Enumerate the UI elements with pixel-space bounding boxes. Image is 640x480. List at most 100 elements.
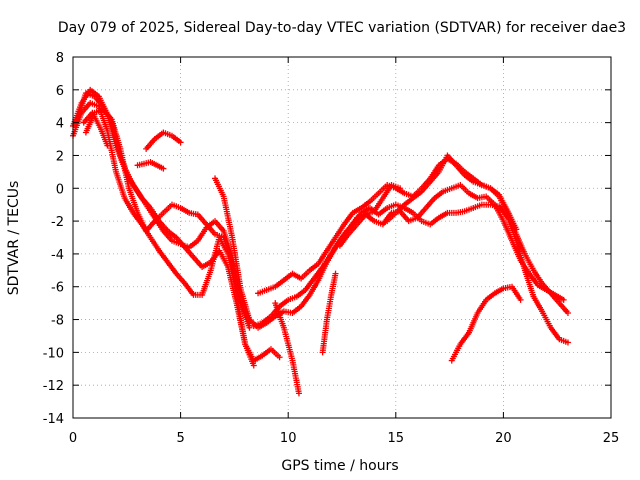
- grid: [73, 57, 611, 418]
- data-point: [177, 139, 184, 146]
- data-point: [332, 270, 339, 277]
- data-point: [104, 142, 111, 149]
- data-point-trail: [329, 239, 342, 255]
- data-point-trail: [386, 202, 397, 211]
- data-point-trail: [312, 265, 325, 280]
- data-point-trail: [390, 182, 401, 191]
- data-point-trail: [346, 216, 359, 231]
- data-point-trail: [325, 236, 338, 252]
- data-point-trail: [113, 170, 127, 200]
- data-point-trail: [476, 193, 487, 201]
- data-point-trail: [229, 236, 244, 291]
- data-point-trail: [104, 130, 119, 173]
- data-point-trail: [502, 284, 513, 291]
- data-point-trail: [373, 218, 384, 227]
- data-point-trail: [273, 302, 287, 329]
- data-point-trail: [459, 183, 471, 195]
- data-point-trail: [161, 229, 174, 243]
- data-point-trail: [214, 232, 225, 240]
- data-point-trail: [377, 183, 389, 195]
- data-point-trail: [256, 320, 268, 330]
- data-point-trail: [342, 211, 355, 226]
- data-point-trail: [171, 238, 182, 247]
- data-point-trail: [153, 211, 165, 223]
- data-point-trail: [514, 233, 528, 255]
- data-point-trail: [196, 226, 209, 242]
- data-point-trail: [398, 209, 411, 223]
- data-point-trail: [536, 283, 548, 292]
- data-point: [560, 296, 567, 303]
- data-point-trail: [196, 213, 208, 226]
- data-point-trail: [90, 111, 103, 131]
- data-point-trail: [149, 160, 165, 171]
- data-point-trail: [307, 279, 321, 297]
- data-point-trail: [165, 260, 179, 275]
- data-point-trail: [183, 246, 196, 259]
- data-series: [82, 106, 253, 331]
- data-point: [564, 309, 571, 316]
- data-point-trail: [403, 196, 415, 207]
- data-point-trail: [148, 236, 161, 252]
- data-point-trail: [166, 229, 178, 240]
- data-point-trail: [549, 326, 562, 341]
- data-point-trail: [308, 262, 320, 272]
- data-point-trail: [454, 163, 467, 177]
- data-point-trail: [135, 190, 148, 206]
- data-series: [272, 300, 302, 397]
- data-point-trail: [442, 186, 453, 194]
- data-point-trail: [170, 134, 182, 144]
- data-point-trail: [360, 205, 372, 215]
- data-series: [448, 283, 524, 364]
- data-point-trail: [299, 269, 311, 280]
- data-point-trail: [291, 304, 303, 315]
- data-point-trail: [527, 272, 540, 287]
- data-series: [336, 181, 404, 249]
- data-point-trail: [518, 259, 531, 275]
- data-point-trail: [213, 177, 226, 198]
- data-point: [517, 296, 524, 303]
- data-point-trail: [75, 92, 89, 121]
- data-point-trail: [238, 289, 252, 321]
- data-point-trail: [281, 326, 295, 362]
- data-point: [564, 339, 571, 346]
- data-point-trail: [109, 118, 123, 150]
- data-point-trail: [484, 291, 497, 302]
- data-point-trail: [171, 202, 182, 211]
- data-point-trail: [252, 320, 264, 329]
- data-point-trail: [493, 286, 505, 296]
- data-point-trail: [117, 148, 132, 190]
- data-point-trail: [472, 202, 483, 211]
- y-axis: -14 -12 -10 -8 -6 -4 -2 0 2 4 6 8: [43, 51, 611, 427]
- data-point-trail: [557, 301, 570, 315]
- data-point-trail: [338, 227, 351, 243]
- data-point-trail: [174, 272, 187, 285]
- data-point-trail: [545, 288, 557, 297]
- x-tick-label: 25: [603, 431, 620, 446]
- data-point-trail: [199, 269, 213, 296]
- data-point-trail: [192, 291, 203, 298]
- data-point-trail: [463, 170, 475, 181]
- data-point-trail: [299, 293, 312, 308]
- data-point-trail: [316, 249, 329, 265]
- data-point-trail: [467, 191, 479, 201]
- data-point-trail: [497, 205, 510, 220]
- y-tick-label: 2: [56, 149, 64, 164]
- data-point-trail: [243, 343, 256, 367]
- data-point-trail: [505, 210, 519, 231]
- data-point-trail: [466, 312, 480, 334]
- data-point: [397, 185, 404, 192]
- y-tick-label: 6: [56, 84, 64, 99]
- data-point-trail: [377, 206, 389, 217]
- data-point-trail: [144, 203, 157, 219]
- data-point-trail: [261, 314, 273, 325]
- data-point-trail: [463, 173, 475, 184]
- data-point-trail: [252, 353, 264, 363]
- data-point-trail: [433, 189, 445, 200]
- data-point-trail: [89, 100, 100, 109]
- data-point-trail: [501, 220, 515, 242]
- data-point-trail: [333, 223, 346, 239]
- data-point-trail: [510, 285, 523, 301]
- data-point-trail: [320, 252, 333, 269]
- data-point-trail: [225, 266, 239, 304]
- y-tick-label: -2: [51, 215, 64, 230]
